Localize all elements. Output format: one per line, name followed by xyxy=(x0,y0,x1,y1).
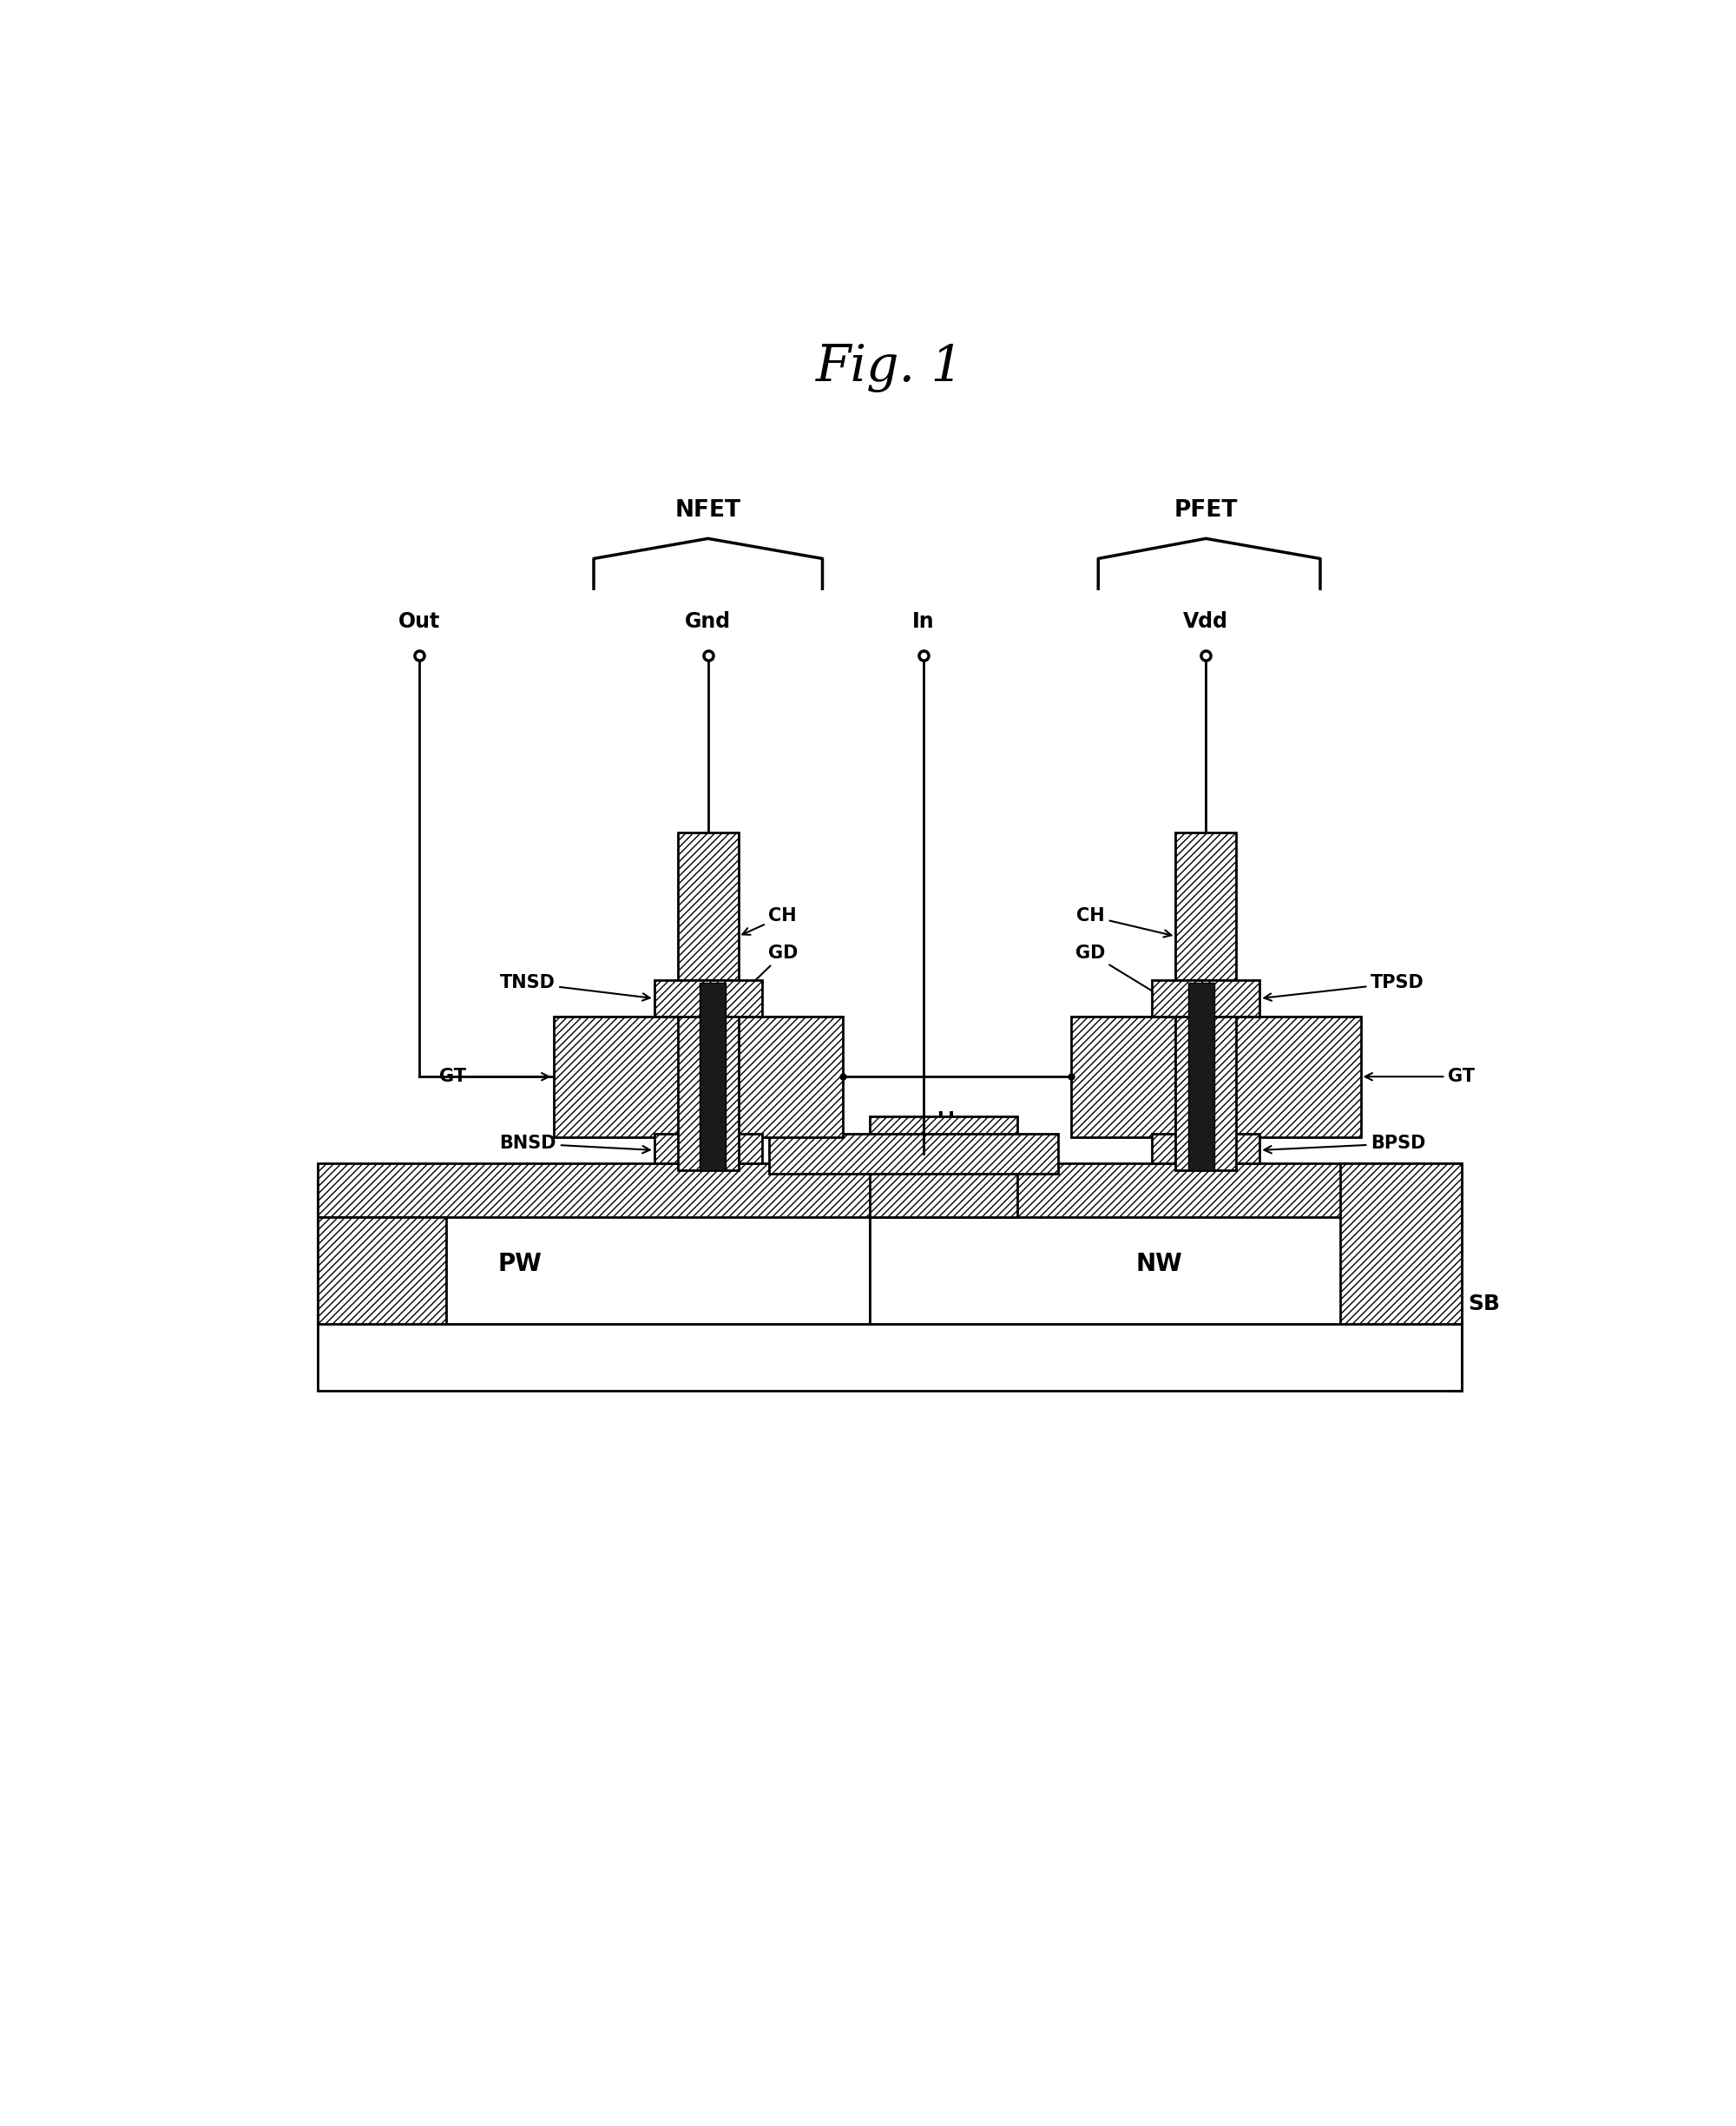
Bar xyxy=(1175,833,1236,980)
Text: BNSD: BNSD xyxy=(500,1135,649,1152)
Text: STI: STI xyxy=(1387,1242,1415,1259)
Bar xyxy=(318,1163,1462,1216)
Bar xyxy=(769,1133,1057,1174)
Bar xyxy=(677,833,738,980)
Text: In: In xyxy=(911,612,934,631)
Bar xyxy=(700,982,726,1169)
Text: Out: Out xyxy=(398,612,439,631)
Text: PFET: PFET xyxy=(1174,500,1238,521)
Text: GD: GD xyxy=(1075,944,1184,1010)
Bar xyxy=(1153,980,1260,1016)
Text: NW: NW xyxy=(1135,1252,1182,1276)
Bar xyxy=(677,982,738,1169)
Bar xyxy=(654,980,762,1016)
Bar xyxy=(1189,982,1213,1169)
Bar xyxy=(1153,1133,1260,1163)
Text: GD: GD xyxy=(724,944,799,1010)
Bar xyxy=(870,1116,1017,1216)
Bar xyxy=(1175,982,1236,1169)
Text: LI: LI xyxy=(925,1112,955,1150)
Bar xyxy=(870,1178,1462,1324)
Text: Vdd: Vdd xyxy=(1184,612,1229,631)
Text: CH: CH xyxy=(1076,908,1172,938)
Text: STI: STI xyxy=(365,1269,392,1284)
Text: GT: GT xyxy=(439,1067,549,1084)
Bar xyxy=(554,1016,842,1137)
Bar xyxy=(1071,1016,1361,1137)
Bar xyxy=(318,1216,446,1324)
Text: STI: STI xyxy=(930,1159,958,1176)
Text: GT: GT xyxy=(1364,1067,1476,1084)
Bar xyxy=(1340,1163,1462,1324)
Text: PW: PW xyxy=(498,1252,542,1276)
Bar xyxy=(654,1133,762,1163)
Text: Gnd: Gnd xyxy=(686,612,731,631)
Text: CH: CH xyxy=(743,908,797,935)
Text: SB: SB xyxy=(1469,1293,1500,1314)
Text: Fig. 1: Fig. 1 xyxy=(816,344,963,393)
Text: TNSD: TNSD xyxy=(500,974,649,1001)
Text: BPSD: BPSD xyxy=(1264,1135,1425,1152)
Text: NFET: NFET xyxy=(675,500,741,521)
Bar xyxy=(318,1324,1462,1390)
Bar xyxy=(318,1178,870,1324)
Text: TPSD: TPSD xyxy=(1264,974,1424,1001)
